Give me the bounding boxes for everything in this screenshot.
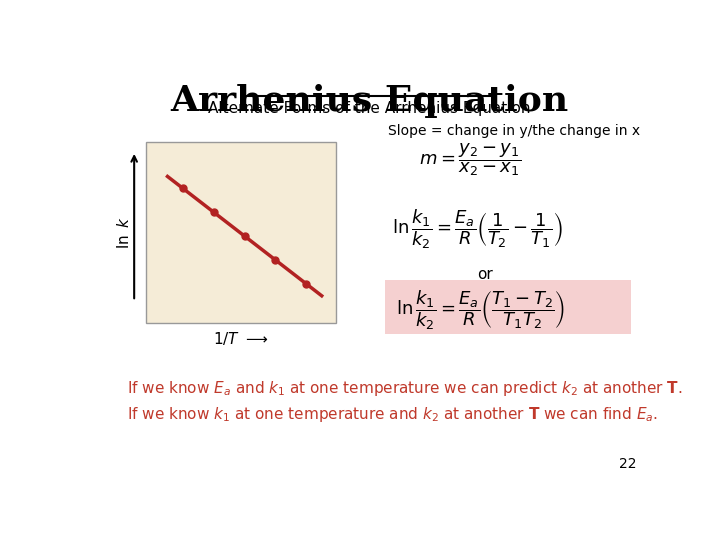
Text: Slope = change in y/the change in x: Slope = change in y/the change in x — [388, 124, 641, 138]
Text: $1/T\ \longrightarrow$: $1/T\ \longrightarrow$ — [213, 329, 269, 347]
Bar — [145, 142, 336, 323]
Text: $m = \dfrac{y_2 - y_1}{x_2 - x_1}$: $m = \dfrac{y_2 - y_1}{x_2 - x_1}$ — [419, 141, 521, 178]
Text: If we know $k_1$ at one temperature and $k_2$ at another $\mathbf{T}$ we can fin: If we know $k_1$ at one temperature and … — [127, 405, 658, 424]
Text: Alternate Forms of the Arrhenius Equation: Alternate Forms of the Arrhenius Equatio… — [208, 101, 530, 116]
Text: $\ln\dfrac{k_1}{k_2} = \dfrac{E_a}{R}\left(\dfrac{1}{T_2} - \dfrac{1}{T_1}\right: $\ln\dfrac{k_1}{k_2} = \dfrac{E_a}{R}\le… — [392, 207, 564, 251]
Text: $\ln\dfrac{k_1}{k_2} = \dfrac{E_a}{R}\left(\dfrac{T_1 - T_2}{T_1 T_2}\right)$: $\ln\dfrac{k_1}{k_2} = \dfrac{E_a}{R}\le… — [396, 288, 565, 332]
Text: Arrhenius Equation: Arrhenius Equation — [170, 84, 568, 118]
Text: If we know $E_a$ and $k_1$ at one temperature we can predict $k_2$ at another $\: If we know $E_a$ and $k_1$ at one temper… — [127, 379, 683, 398]
Text: or: or — [477, 267, 493, 281]
Bar — [384, 280, 631, 334]
Text: 22: 22 — [619, 457, 636, 471]
Text: $\ln\ k$: $\ln\ k$ — [116, 216, 132, 248]
